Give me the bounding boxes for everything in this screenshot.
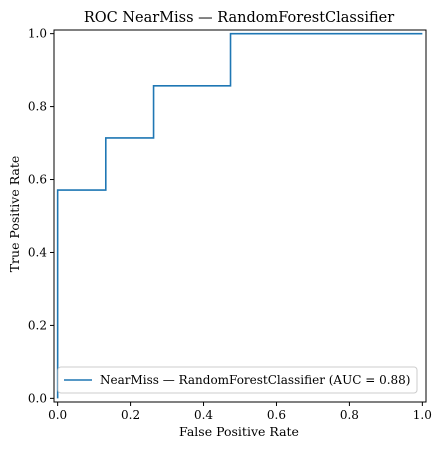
y-tick-label: 0.6 [28,173,47,187]
legend: NearMiss — RandomForestClassifier (AUC =… [57,366,418,394]
y-tick-label: 0.8 [28,100,47,114]
y-axis-ticks: 0.0 0.2 0.4 0.6 0.8 1.0 [28,27,54,405]
x-tick-label: 0.0 [48,408,67,422]
x-tick-label: 0.4 [194,408,213,422]
y-tick-label: 0.2 [28,318,47,332]
y-tick-label: 1.0 [28,27,47,41]
x-axis-label: False Positive Rate [179,424,299,439]
x-tick-label: 0.2 [121,408,140,422]
plot-frame [53,29,427,403]
x-tick-label: 1.0 [413,408,432,422]
y-tick-label: 0.0 [28,391,47,405]
y-tick-label: 0.4 [28,245,47,259]
x-axis-ticks: 0.0 0.2 0.4 0.6 0.8 1.0 [48,402,432,422]
roc-curve-line [56,32,423,399]
legend-label: NearMiss — RandomForestClassifier (AUC =… [100,373,410,387]
chart-title: ROC NearMiss — RandomForestClassifier [84,10,394,26]
y-axis-label: True Positive Rate [7,156,22,273]
legend-box [57,366,418,394]
x-tick-label: 0.6 [267,408,286,422]
x-tick-label: 0.8 [340,408,359,422]
